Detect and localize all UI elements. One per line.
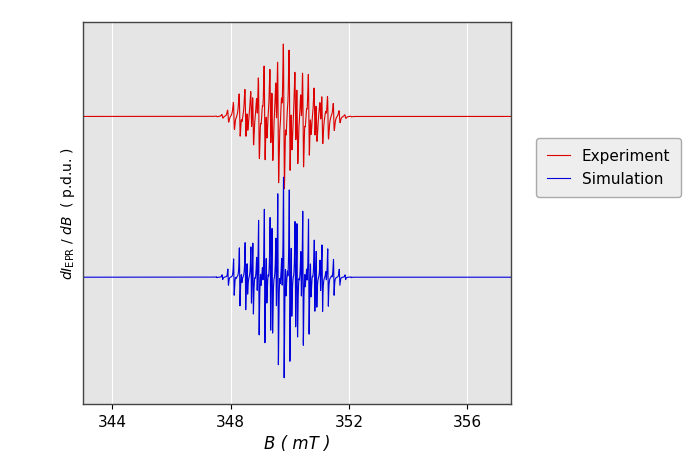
X-axis label: B ( mT ): B ( mT ): [264, 434, 330, 452]
Simulation: [330, 293, 339, 298]
Simulation: [507, 275, 515, 280]
Line: Simulation: Simulation: [68, 178, 511, 378]
Experiment: [234, 111, 242, 117]
Experiment: [279, 42, 287, 48]
Simulation: [352, 275, 361, 280]
Simulation: [144, 275, 153, 280]
Simulation: [395, 275, 403, 280]
Legend: Experiment, Simulation: Experiment, Simulation: [536, 138, 681, 197]
Simulation: [279, 175, 287, 180]
Experiment: [428, 114, 437, 120]
Experiment: [281, 186, 289, 192]
Experiment: [352, 114, 361, 120]
Experiment: [507, 114, 515, 120]
Simulation: [428, 275, 437, 280]
Experiment: [395, 114, 403, 120]
Experiment: [144, 114, 153, 120]
Line: Experiment: Experiment: [68, 45, 511, 189]
Simulation: [64, 275, 73, 280]
Simulation: [234, 274, 242, 280]
Experiment: [330, 127, 339, 132]
Y-axis label: $d$$I_{\rm EPR}$ / $d$$B$  ( p.d.u. ): $d$$I_{\rm EPR}$ / $d$$B$ ( p.d.u. ): [59, 147, 77, 280]
Simulation: [280, 375, 288, 381]
Experiment: [64, 114, 73, 120]
